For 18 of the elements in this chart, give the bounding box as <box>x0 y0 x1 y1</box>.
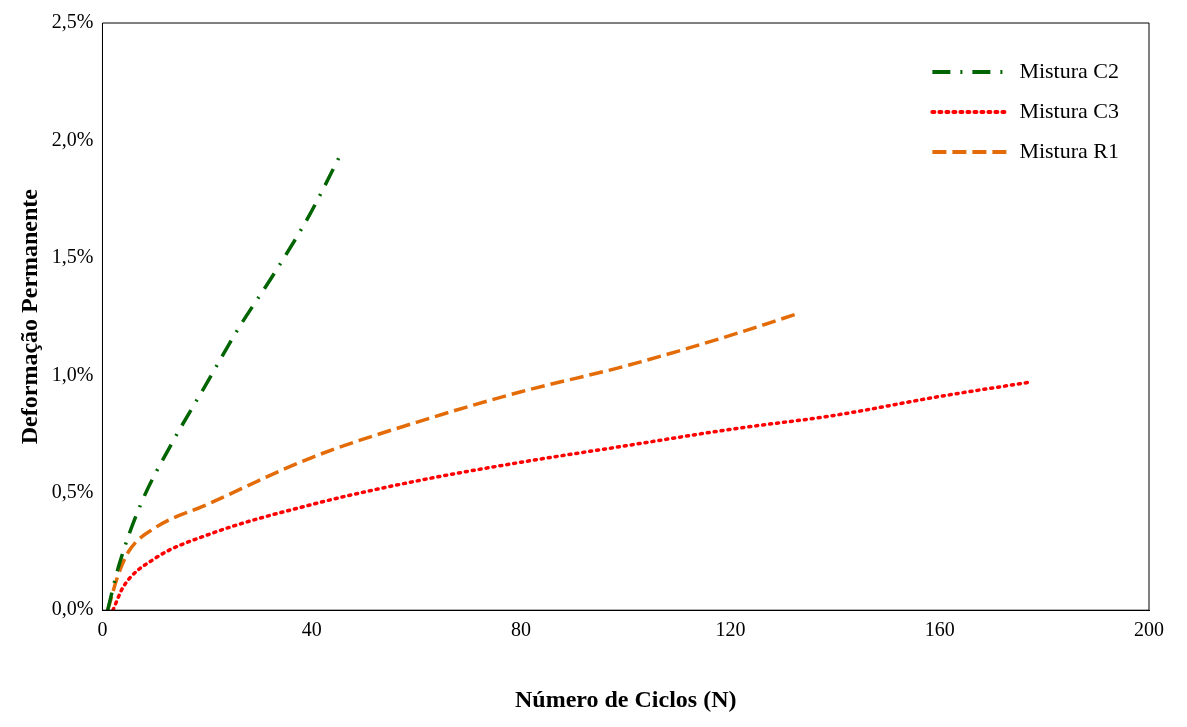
y-tick-label: 1,5% <box>51 245 94 268</box>
legend-label: Mistura C3 <box>1019 97 1120 123</box>
x-tick-label: 120 <box>715 618 746 641</box>
line-series <box>111 380 1031 611</box>
legend-label: Mistura R1 <box>1019 137 1120 163</box>
x-tick-label: 40 <box>301 618 322 641</box>
x-tick-label: 0 <box>97 618 108 641</box>
y-tick-label: 2,5% <box>51 10 94 33</box>
y-tick-label: 0,5% <box>51 480 94 503</box>
y-tick-label: 2,0% <box>51 127 94 150</box>
y-axis-title: Deformação Permanente <box>15 188 42 445</box>
x-tick-label: 160 <box>924 618 955 641</box>
x-tick-label: 80 <box>511 618 532 641</box>
y-tick-label: 1,0% <box>51 362 94 385</box>
x-axis-title: Número de Ciclos (N) <box>514 685 737 712</box>
legend-label: Mistura C2 <box>1019 57 1120 83</box>
y-tick-label: 0,0% <box>51 597 94 620</box>
x-tick-label: 200 <box>1134 618 1164 641</box>
